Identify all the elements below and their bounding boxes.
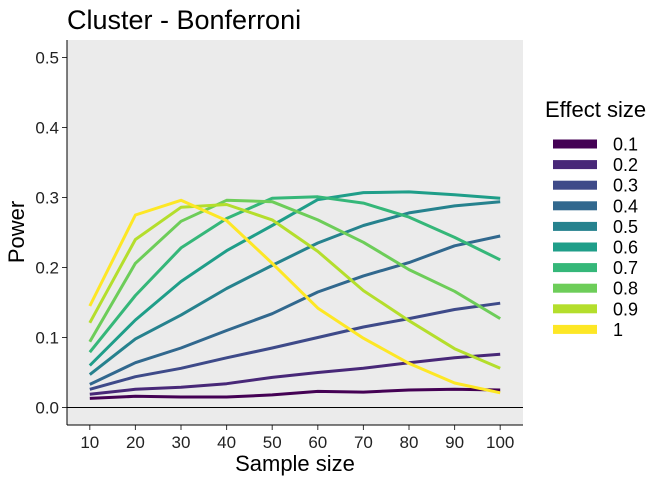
legend-key — [553, 304, 597, 314]
legend-key — [553, 283, 597, 293]
x-tick-label: 60 — [308, 433, 327, 452]
legend-key — [553, 201, 597, 211]
legend-label: 0.8 — [613, 279, 638, 299]
series-line-0-6 — [88, 190, 501, 367]
x-tick-label: 30 — [172, 433, 191, 452]
x-tick-label: 70 — [354, 433, 373, 452]
legend-label: 0.3 — [613, 176, 638, 196]
x-tick-label: 10 — [80, 433, 99, 452]
series-line-0-5 — [88, 200, 501, 376]
x-axis-title: Sample size — [235, 451, 355, 476]
x-tick-label: 90 — [445, 433, 464, 452]
y-tick-label: 0.4 — [35, 119, 59, 138]
series-line-0-4 — [89, 234, 501, 386]
x-tick-label: 40 — [217, 433, 236, 452]
legend: Effect size 0.10.20.30.40.50.60.70.80.91 — [545, 97, 646, 340]
series-line-1 — [88, 198, 501, 395]
legend-title: Effect size — [545, 97, 646, 122]
legend-label: 0.9 — [613, 299, 638, 319]
legend-key — [553, 324, 597, 334]
x-tick-label: 20 — [126, 433, 145, 452]
series-line-0-8 — [88, 198, 501, 343]
plot-panel — [67, 40, 523, 425]
chart-title: Cluster - Bonferroni — [67, 5, 301, 35]
legend-label: 0.4 — [613, 196, 638, 216]
legend-label: 1 — [613, 320, 623, 340]
y-tick-label: 0.0 — [35, 399, 59, 418]
series-line-0-7 — [88, 195, 501, 354]
legend-label: 0.1 — [613, 135, 638, 155]
y-tick-label: 0.2 — [35, 259, 59, 278]
series-line-0-9 — [88, 203, 501, 370]
legend-key — [553, 180, 597, 190]
legend-label: 0.6 — [613, 238, 638, 258]
legend-key — [553, 263, 597, 273]
legend-label: 0.7 — [613, 258, 638, 278]
x-tick-label: 80 — [400, 433, 419, 452]
x-tick-label: 50 — [263, 433, 282, 452]
x-tick-label: 100 — [486, 433, 514, 452]
series-line-0-2 — [89, 352, 501, 396]
y-tick-label: 0.3 — [35, 189, 59, 208]
legend-label: 0.2 — [613, 155, 638, 175]
legend-key — [553, 160, 597, 170]
series-line-0-1 — [89, 387, 501, 400]
y-tick-label: 0.1 — [35, 329, 59, 348]
y-tick-label: 0.5 — [35, 49, 59, 68]
y-axis-title: Power — [4, 201, 29, 263]
legend-key — [553, 221, 597, 231]
legend-key — [553, 242, 597, 252]
legend-key — [553, 139, 597, 149]
series-line-0-3 — [89, 301, 501, 391]
legend-label: 0.5 — [613, 217, 638, 237]
